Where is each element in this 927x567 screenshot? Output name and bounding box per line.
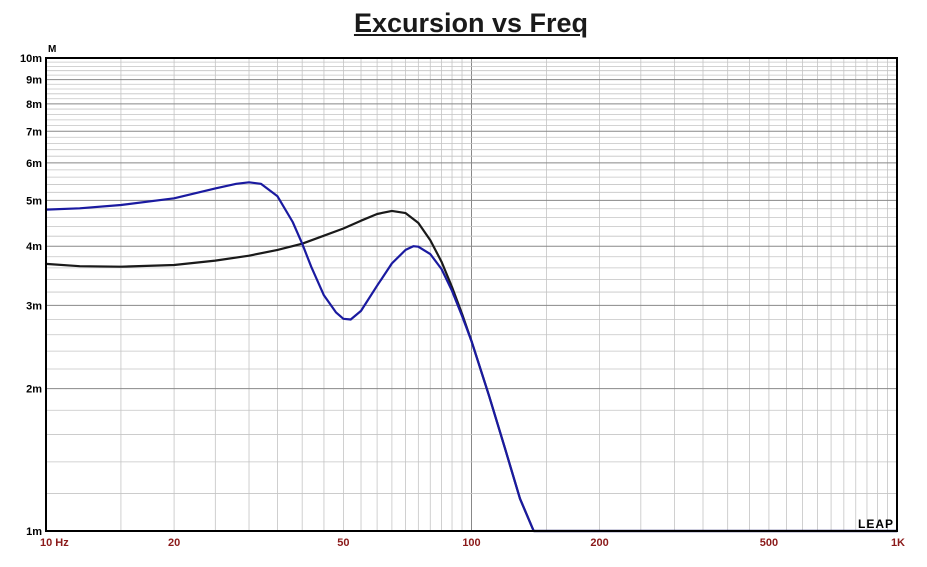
plot-frame <box>45 57 898 532</box>
y-tick-label: 2m <box>26 384 42 396</box>
x-tick-label: 100 <box>462 537 480 549</box>
leap-watermark: LEAP <box>858 517 894 531</box>
x-tick-label: 200 <box>590 537 608 549</box>
y-unit-label: M <box>48 44 56 55</box>
grid <box>45 57 897 532</box>
x-tick-label: 50 <box>337 537 349 549</box>
y-tick-label: 9m <box>26 75 42 87</box>
series-line-2 <box>44 181 899 533</box>
y-tick-label: 4m <box>26 241 42 253</box>
x-tick-label: 20 <box>168 537 180 549</box>
x-tick-label: 10 Hz <box>40 537 69 549</box>
y-tick-label: 6m <box>26 158 42 170</box>
series-layer <box>44 181 899 533</box>
y-tick-label: 8m <box>26 99 42 111</box>
x-tick-label: 500 <box>760 537 778 549</box>
chart-title: Excursion vs Freq <box>353 8 589 38</box>
x-tick-labels: 10 Hz 20 50 100 200 500 1K <box>40 537 905 549</box>
y-tick-label: 5m <box>26 195 42 207</box>
y-tick-label: 1m <box>26 526 42 538</box>
x-tick-label: 1K <box>891 537 905 549</box>
y-tick-labels: 1m 2m 3m 4m 5m 6m 7m 8m 9m 10m <box>20 53 42 538</box>
y-tick-label: 3m <box>26 300 42 312</box>
y-tick-label: 10m <box>20 53 42 65</box>
y-tick-label: 7m <box>26 126 42 138</box>
